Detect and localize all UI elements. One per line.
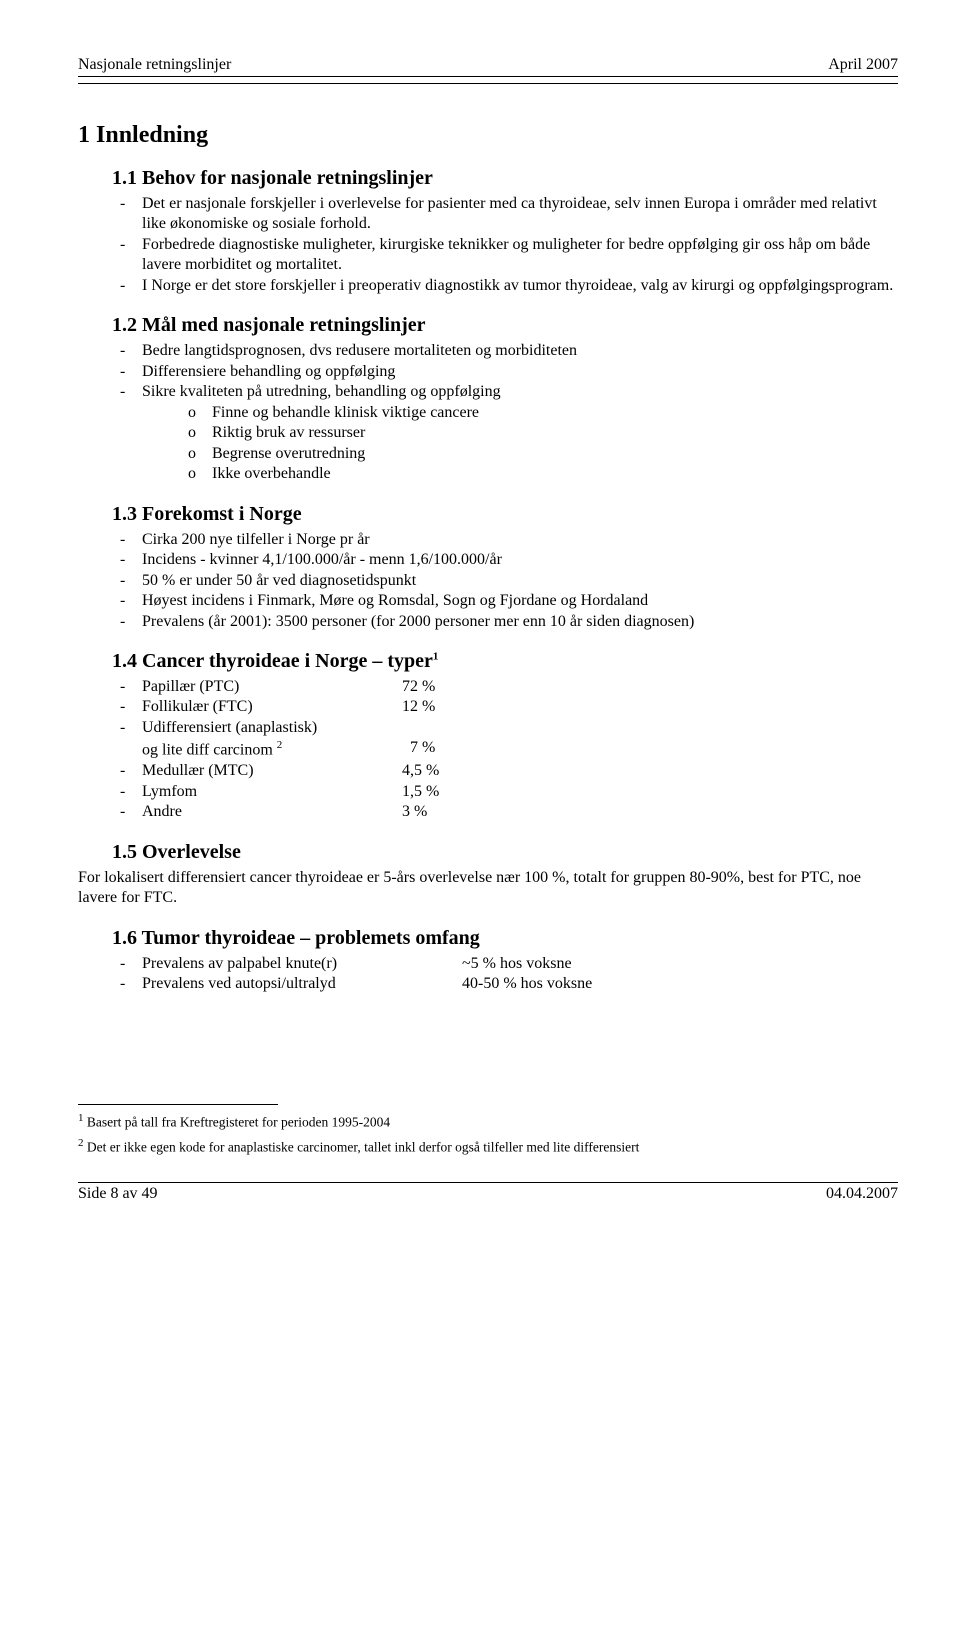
- list-item: Prevalens av palpabel knute(r) ~5 % hos …: [112, 954, 898, 974]
- list-item: Cirka 200 nye tilfeller i Norge pr år: [112, 530, 898, 550]
- list-item: Lymfom 1,5 %: [112, 782, 898, 802]
- typer-label-line2: og lite diff carcinom 2: [142, 738, 402, 761]
- list-forekomst: Cirka 200 nye tilfeller i Norge pr år In…: [112, 530, 898, 632]
- h2-forekomst: 1.3 Forekomst i Norge: [112, 503, 898, 526]
- typer-value: 12 %: [402, 697, 435, 717]
- list-behov: Det er nasjonale forskjeller i overlevel…: [112, 194, 898, 296]
- footer-left: Side 8 av 49: [78, 1185, 158, 1203]
- footnote-1: 1 Basert på tall fra Kreftregisteret for…: [78, 1111, 898, 1131]
- list-item: Prevalens (år 2001): 3500 personer (for …: [112, 612, 898, 632]
- list-item: Ikke overbehandle: [182, 464, 898, 484]
- list-item: Begrense overutredning: [182, 444, 898, 464]
- list-item: Bedre langtidsprognosen, dvs redusere mo…: [112, 341, 898, 361]
- sublist-maal: Finne og behandle klinisk viktige cancer…: [182, 403, 898, 485]
- document-page: Nasjonale retningslinjer April 2007 1 In…: [0, 0, 960, 1243]
- typer-value: 3 %: [402, 802, 427, 822]
- list-item: Incidens - kvinner 4,1/100.000/år - menn…: [112, 550, 898, 570]
- list-item: 50 % er under 50 år ved diagnosetidspunk…: [112, 571, 898, 591]
- list-item: Papillær (PTC) 72 %: [112, 677, 898, 697]
- footnote-2: 2 Det er ikke egen kode for anaplastiske…: [78, 1136, 898, 1156]
- list-item: Andre 3 %: [112, 802, 898, 822]
- typer-value: 4,5 %: [402, 761, 439, 781]
- list-item: Sikre kvaliteten på utredning, behandlin…: [112, 382, 898, 484]
- header-left: Nasjonale retningslinjer: [78, 56, 231, 74]
- footer-rule: Side 8 av 49 04.04.2007: [78, 1182, 898, 1203]
- list-maal: Bedre langtidsprognosen, dvs redusere mo…: [112, 341, 898, 484]
- page-header: Nasjonale retningslinjer April 2007: [78, 56, 898, 77]
- typer-label: Andre: [142, 802, 402, 822]
- typer-label: Udifferensiert (anaplastisk): [142, 719, 317, 736]
- list-item: Riktig bruk av ressurser: [182, 423, 898, 443]
- footnote-ref-2: 2: [277, 739, 283, 751]
- problem-label: Prevalens av palpabel knute(r): [142, 954, 462, 974]
- list-item: Differensiere behandling og oppfølging: [112, 362, 898, 382]
- typer-label: Follikulær (FTC): [142, 697, 402, 717]
- list-item: Forbedrede diagnostiske muligheter, kiru…: [112, 235, 898, 276]
- h2-maal: 1.2 Mål med nasjonale retningslinjer: [112, 314, 898, 337]
- typer-label: Papillær (PTC): [142, 677, 402, 697]
- problem-label: Prevalens ved autopsi/ultralyd: [142, 974, 462, 994]
- list-item: Follikulær (FTC) 12 %: [112, 697, 898, 717]
- list-item: Prevalens ved autopsi/ultralyd 40-50 % h…: [112, 974, 898, 994]
- h2-problem: 1.6 Tumor thyroideae – problemets omfang: [112, 927, 898, 950]
- list-typer: Papillær (PTC) 72 % Follikulær (FTC) 12 …: [112, 677, 898, 823]
- footnote-text: Det er ikke egen kode for anaplastiske c…: [84, 1139, 640, 1154]
- list-item: Medullær (MTC) 4,5 %: [112, 761, 898, 781]
- list-problem: Prevalens av palpabel knute(r) ~5 % hos …: [112, 954, 898, 995]
- footer-right: 04.04.2007: [826, 1185, 898, 1203]
- footnote-ref-1: 1: [433, 650, 439, 662]
- typer-value: 1,5 %: [402, 782, 439, 802]
- typer-value: 72 %: [402, 677, 435, 697]
- typer-label: Lymfom: [142, 782, 402, 802]
- problem-value: ~5 % hos voksne: [462, 954, 572, 974]
- h2-behov: 1.1 Behov for nasjonale retningslinjer: [112, 167, 898, 190]
- header-right: April 2007: [828, 56, 898, 74]
- footnote-text: Basert på tall fra Kreftregisteret for p…: [84, 1115, 391, 1130]
- h1-innledning: 1 Innledning: [78, 122, 898, 149]
- header-rule: [78, 83, 898, 84]
- typer-label: Medullær (MTC): [142, 761, 402, 781]
- page-footer: Side 8 av 49 04.04.2007: [78, 1185, 898, 1203]
- h2-typer: 1.4 Cancer thyroideae i Norge – typer1: [112, 650, 898, 673]
- list-item: Finne og behandle klinisk viktige cancer…: [182, 403, 898, 423]
- udiff-line2-text: og lite diff carcinom: [142, 742, 277, 759]
- h2-overlevelse: 1.5 Overlevelse: [112, 841, 898, 864]
- list-item: I Norge er det store forskjeller i preop…: [112, 276, 898, 296]
- list-item: Udifferensiert (anaplastisk) og lite dif…: [112, 718, 898, 761]
- typer-value: 7 %: [402, 738, 435, 761]
- para-overlevelse: For lokalisert differensiert cancer thyr…: [78, 868, 898, 909]
- footnote-separator: [78, 1104, 278, 1105]
- problem-value: 40-50 % hos voksne: [462, 974, 592, 994]
- list-item-text: Sikre kvaliteten på utredning, behandlin…: [142, 383, 501, 400]
- list-item: Det er nasjonale forskjeller i overlevel…: [112, 194, 898, 235]
- h2-typer-text: 1.4 Cancer thyroideae i Norge – typer: [112, 650, 433, 672]
- list-item: Høyest incidens i Finmark, Møre og Romsd…: [112, 591, 898, 611]
